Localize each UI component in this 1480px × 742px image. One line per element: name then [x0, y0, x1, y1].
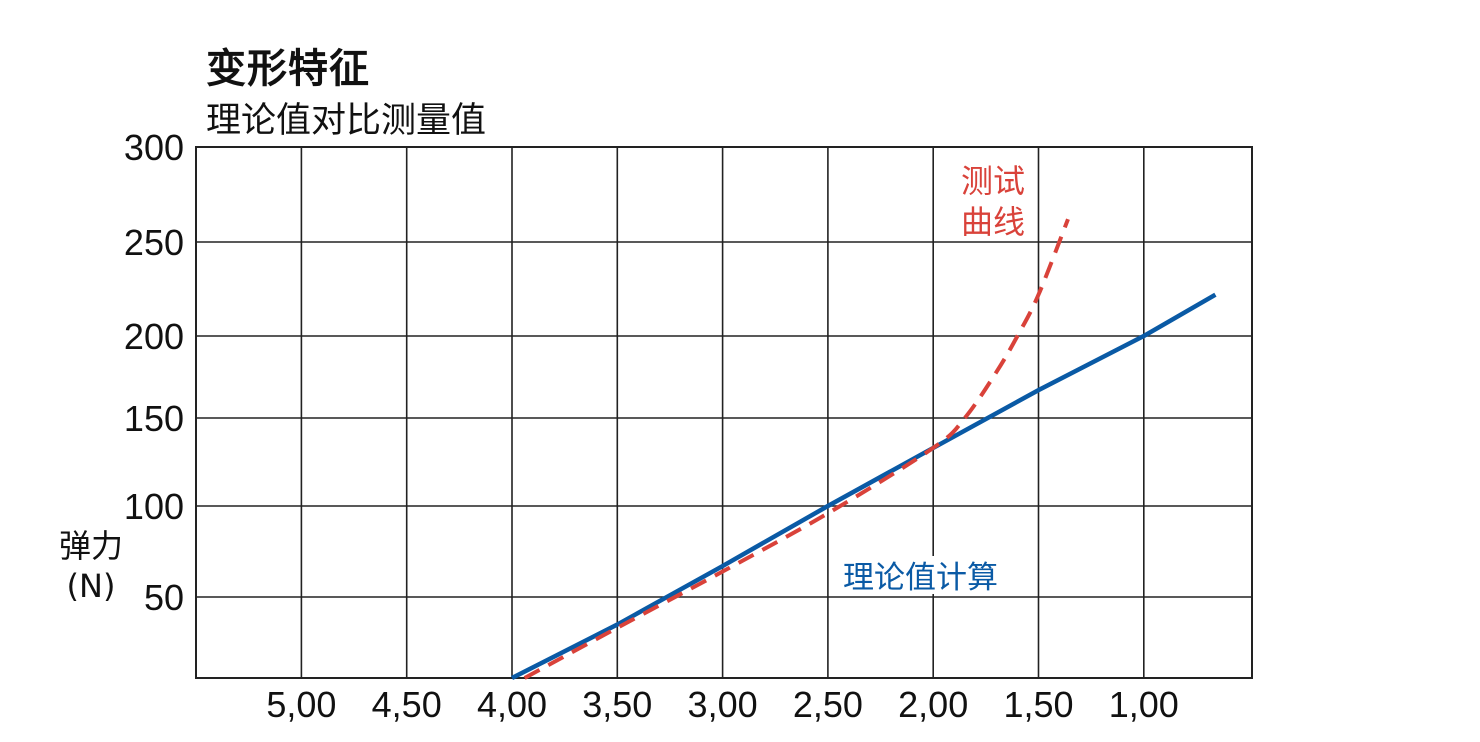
y-axis-label-name: 弹力: [58, 527, 123, 565]
y-tick-label: 100: [124, 486, 184, 527]
series-label-test-line2: 曲线: [961, 203, 1025, 241]
x-tick-label: 5,00: [266, 684, 336, 725]
series-line-test: [523, 218, 1070, 680]
plot-frame: [195, 146, 1253, 679]
y-tick-label: 250: [124, 222, 184, 263]
x-tick-label: 2,50: [793, 684, 863, 725]
x-tick-label: 1,00: [1109, 684, 1179, 725]
x-tick-label: 3,50: [582, 684, 652, 725]
chart-title: 变形特征: [206, 46, 370, 92]
y-axis-label: 弹力 (N): [46, 526, 136, 606]
x-tick-label: 4,00: [477, 684, 547, 725]
series-line-theory: [510, 292, 1217, 681]
x-tick-label: 3,00: [688, 684, 758, 725]
x-tick-label: 4,50: [372, 684, 442, 725]
y-tick-label: 300: [124, 127, 184, 168]
series-label-theory: 理论值计算: [843, 560, 998, 596]
x-tick-label: 1,50: [1003, 684, 1073, 725]
chart-subtitle: 理论值对比测量值: [206, 101, 487, 141]
y-axis-label-unit: (N): [66, 567, 116, 605]
series-label-theory-bg: [838, 556, 1028, 594]
series-label-test-line1: 测试: [961, 162, 1025, 200]
x-tick-label: 2,00: [898, 684, 968, 725]
y-tick-label: 200: [124, 316, 184, 357]
y-tick-label: 50: [144, 577, 184, 618]
y-tick-label: 150: [124, 398, 184, 439]
